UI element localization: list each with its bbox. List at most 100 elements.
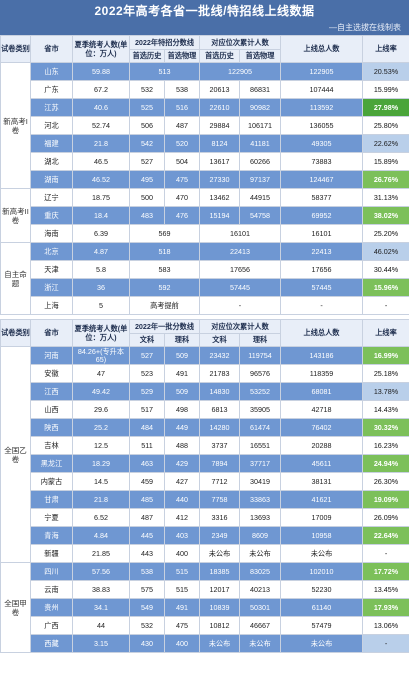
candidates-cell: 21.8 bbox=[72, 490, 130, 509]
cum-physics-cell: 40213 bbox=[238, 580, 282, 599]
cutoff-physics-cell: 509 bbox=[164, 382, 200, 401]
total-cell: 69952 bbox=[280, 206, 364, 225]
header-cutoff-physics: 首选物理 bbox=[164, 49, 200, 63]
table-row: 湖北 46.5 527 504 13617 60266 73883 15.89% bbox=[1, 152, 409, 171]
header-candidates-2: 夏季统考人数(单位：万人) bbox=[72, 319, 130, 347]
province-cell: 山东 bbox=[30, 62, 73, 81]
total-cell: 41621 bbox=[280, 490, 364, 509]
cum-history-cell: 15194 bbox=[199, 206, 240, 225]
header-cutoff-2: 2022年一批分数线 bbox=[129, 319, 200, 334]
cutoff-physics-cell: 504 bbox=[164, 152, 200, 171]
cumulative-cell: 17656 bbox=[198, 260, 282, 279]
cum-history-cell: 27330 bbox=[199, 170, 240, 189]
rate-cell: 25.20% bbox=[362, 224, 409, 243]
province-cell: 甘肃 bbox=[30, 490, 73, 509]
table-row: 山西 29.6 517 498 6813 35905 42718 14.43% bbox=[1, 400, 409, 419]
table-row: 福建 21.8 542 520 8124 41181 49305 22.62% bbox=[1, 134, 409, 153]
header-cum-history: 首选历史 bbox=[199, 49, 240, 63]
cutoff-history-cell: 517 bbox=[129, 400, 165, 419]
total-cell: 124467 bbox=[280, 170, 364, 189]
cutoff-physics-cell: 412 bbox=[164, 508, 200, 527]
cum-physics-cell: 86831 bbox=[238, 80, 282, 99]
cutoff-history-cell: 485 bbox=[129, 490, 165, 509]
total-cell: 45611 bbox=[280, 454, 364, 473]
cum-history-cell: 未公布 bbox=[199, 544, 240, 563]
province-cell: 山西 bbox=[30, 400, 73, 419]
cum-physics-cell: 未公布 bbox=[238, 634, 282, 653]
cum-physics-cell: 8609 bbox=[238, 526, 282, 545]
province-cell: 江苏 bbox=[30, 98, 73, 117]
cutoff-physics-cell: 470 bbox=[164, 188, 200, 207]
table-row: 全国乙卷 河南 84.26+(专升本65) 527 509 23432 119754 1431… bbox=[0, 346, 409, 563]
cutoff-physics-cell: 515 bbox=[164, 580, 200, 599]
cutoff-cell: 518 bbox=[129, 242, 200, 261]
province-cell: 广东 bbox=[30, 80, 73, 99]
total-cell: 49305 bbox=[280, 134, 364, 153]
province-cell: 湖南 bbox=[30, 170, 73, 189]
rate-cell: 26.09% bbox=[362, 508, 409, 527]
cutoff-physics-cell: 440 bbox=[164, 490, 200, 509]
cum-physics-cell: 106171 bbox=[238, 116, 282, 135]
cum-physics-cell: 未公布 bbox=[238, 544, 282, 563]
cum-history-cell: 20613 bbox=[199, 80, 240, 99]
candidates-cell: 21.8 bbox=[72, 134, 130, 153]
table-row: 新疆 21.85 443 400 未公布 未公布 未公布 - bbox=[1, 544, 409, 563]
province-cell: 安徽 bbox=[30, 364, 73, 383]
candidates-cell: 25.2 bbox=[72, 418, 130, 437]
candidates-cell: 47 bbox=[72, 364, 130, 383]
province-cell: 重庆 bbox=[30, 206, 73, 225]
cutoff-history-cell: 506 bbox=[129, 116, 165, 135]
rate-cell: 38.02% bbox=[362, 206, 409, 225]
header-rate: 上线率 bbox=[362, 35, 409, 63]
table-row: 贵州 34.1 549 491 10839 50301 61140 17.93% bbox=[1, 598, 409, 617]
rate-cell: - bbox=[362, 634, 409, 653]
province-cell: 吉林 bbox=[30, 436, 73, 455]
rate-cell: 25.18% bbox=[362, 364, 409, 383]
total-cell: 42718 bbox=[280, 400, 364, 419]
cum-history-cell: 18385 bbox=[199, 562, 240, 581]
cutoff-cell: 583 bbox=[129, 260, 200, 279]
cutoff-history-cell: 463 bbox=[129, 454, 165, 473]
rate-cell: 46.02% bbox=[362, 242, 409, 261]
cum-physics-cell: 61474 bbox=[238, 418, 282, 437]
rate-cell: 26.76% bbox=[362, 170, 409, 189]
cum-physics-cell: 60266 bbox=[238, 152, 282, 171]
cumulative-cell: 16101 bbox=[198, 224, 282, 243]
cutoff-history-cell: 495 bbox=[129, 170, 165, 189]
candidates-cell: 29.6 bbox=[72, 400, 130, 419]
cum-history-cell: 7758 bbox=[199, 490, 240, 509]
cutoff-physics-cell: 538 bbox=[164, 80, 200, 99]
candidates-cell: 6.39 bbox=[72, 224, 130, 243]
cutoff-history-cell: 549 bbox=[129, 598, 165, 617]
rate-cell: 15.89% bbox=[362, 152, 409, 171]
table-row: 安徽 47 523 491 21783 96576 118359 25.18% bbox=[1, 364, 409, 383]
total-cell: 20288 bbox=[280, 436, 364, 455]
header-cumulative: 对应位次累计人数 bbox=[198, 35, 282, 50]
cutoff-physics-cell: 516 bbox=[164, 98, 200, 117]
cutoff-physics-cell: 429 bbox=[164, 454, 200, 473]
cutoff-physics-cell: 509 bbox=[164, 346, 200, 365]
cum-physics-cell: 97137 bbox=[238, 170, 282, 189]
cum-physics-cell: 50301 bbox=[238, 598, 282, 617]
rate-cell: 20.53% bbox=[362, 62, 409, 81]
total-cell: 122905 bbox=[280, 62, 364, 81]
province-cell: 新疆 bbox=[30, 544, 73, 563]
table-row: 吉林 12.5 511 488 3737 16551 20288 16.23% bbox=[1, 436, 409, 455]
total-cell: 未公布 bbox=[280, 544, 364, 563]
cutoff-cell: 高考提前 bbox=[129, 296, 200, 315]
group-label: 全国甲卷 bbox=[0, 562, 31, 653]
header-cutoff-science: 理科 bbox=[164, 333, 200, 347]
table-row: 海南 6.39 569 16101 16101 25.20% bbox=[1, 224, 409, 243]
cutoff-history-cell: 527 bbox=[129, 152, 165, 171]
province-cell: 宁夏 bbox=[30, 508, 73, 527]
header-group: 试卷类别 bbox=[0, 35, 31, 63]
cum-physics-cell: 46667 bbox=[238, 616, 282, 635]
cum-history-cell: 未公布 bbox=[199, 634, 240, 653]
header-cumulative-2: 对应位次累计人数 bbox=[198, 319, 282, 334]
data-table-section-1: 试卷类别 省市 夏季统考人数(单位：万人) 2022年特招分数线 对应位次累计人… bbox=[0, 35, 409, 315]
candidates-cell: 3.15 bbox=[72, 634, 130, 653]
rate-cell: 22.64% bbox=[362, 526, 409, 545]
cutoff-cell: 592 bbox=[129, 278, 200, 297]
cutoff-physics-cell: 476 bbox=[164, 206, 200, 225]
cum-physics-cell: 41181 bbox=[238, 134, 282, 153]
